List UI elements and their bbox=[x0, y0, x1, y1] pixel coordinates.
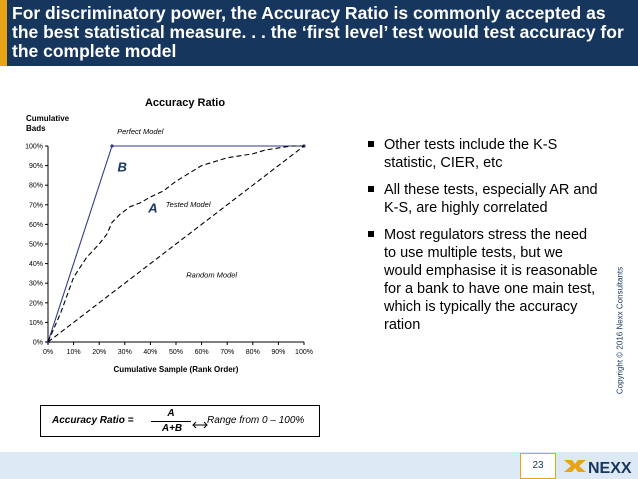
bullet-item: Other tests include the K-S statistic, C… bbox=[368, 136, 598, 172]
formula-label: Accuracy Ratio = bbox=[52, 415, 134, 426]
series-label: Perfect Model bbox=[117, 127, 164, 136]
slide-title: For discriminatory power, the Accuracy R… bbox=[12, 3, 624, 61]
x-axis-label: Cumulative Sample (Rank Order) bbox=[114, 365, 239, 374]
x-tick-label: 50% bbox=[169, 349, 183, 356]
title-accent-stripe bbox=[0, 0, 7, 66]
series-label: Tested Model bbox=[166, 200, 211, 209]
y-tick-label: 10% bbox=[29, 320, 43, 327]
area-label-b: B bbox=[118, 159, 127, 174]
x-tick-label: 40% bbox=[143, 349, 157, 356]
double-arrow-icon bbox=[192, 421, 208, 429]
x-tick-label: 30% bbox=[118, 349, 132, 356]
x-tick-label: 90% bbox=[271, 349, 285, 356]
y-tick-label: 100% bbox=[25, 144, 43, 151]
bullet-item: Most regulators stress the need to use m… bbox=[368, 226, 598, 334]
y-tick-label: 50% bbox=[29, 242, 43, 249]
logo-wordmark: NEXX bbox=[588, 460, 632, 477]
y-tick-label: 90% bbox=[29, 163, 43, 170]
bullet-text: Most regulators stress the need to use m… bbox=[384, 227, 598, 333]
x-tick-label: 0% bbox=[43, 349, 53, 356]
y-axis-label-line: Bads bbox=[26, 124, 46, 133]
bullet-text: All these tests, especially AR and K-S, … bbox=[384, 182, 598, 216]
formula-denominator: A+B bbox=[161, 423, 183, 434]
y-tick-label: 30% bbox=[29, 281, 43, 288]
x-tick-label: 20% bbox=[92, 349, 106, 356]
x-tick-label: 60% bbox=[195, 349, 209, 356]
y-axis-label-line: Cumulative bbox=[26, 114, 70, 123]
formula-range-text: Range from 0 – 100% bbox=[207, 415, 305, 426]
x-tick-label: 70% bbox=[220, 349, 234, 356]
accuracy-ratio-chart: Accuracy Ratio Cumulative Bads Cumulative… bbox=[25, 97, 313, 374]
accuracy-ratio-formula: Accuracy Ratio = A A+B Range from 0 – 10… bbox=[40, 405, 320, 437]
page-number: 23 bbox=[520, 453, 556, 479]
bullet-list: Other tests include the K-S statistic, C… bbox=[368, 136, 598, 343]
data-point bbox=[110, 144, 114, 148]
area-label-a: A bbox=[147, 201, 157, 216]
x-tick-label: 10% bbox=[67, 349, 81, 356]
y-tick-label: 70% bbox=[29, 202, 43, 209]
y-axis-label: Cumulative Bads bbox=[26, 114, 70, 133]
square-bullet-icon bbox=[368, 231, 374, 237]
y-tick-label: 60% bbox=[29, 222, 43, 229]
formula-numerator: A bbox=[167, 408, 175, 419]
square-bullet-icon bbox=[368, 141, 374, 147]
y-tick-label: 20% bbox=[29, 300, 43, 307]
series-line-tested-model bbox=[47, 145, 304, 343]
bullet-item: All these tests, especially AR and K-S, … bbox=[368, 181, 598, 217]
y-tick-label: 0% bbox=[33, 340, 43, 347]
nexx-logo: NEXX bbox=[564, 460, 632, 477]
copyright-text: Copyright © 2016 Nexx Consultants bbox=[615, 266, 625, 395]
series-label: Random Model bbox=[186, 270, 237, 279]
fraction-bar bbox=[151, 421, 191, 422]
series-line-random-model bbox=[47, 145, 305, 343]
y-tick-label: 80% bbox=[29, 183, 43, 190]
y-tick-label: 40% bbox=[29, 261, 43, 268]
x-tick-label: 80% bbox=[246, 349, 260, 356]
title-bar: For discriminatory power, the Accuracy R… bbox=[0, 0, 638, 66]
x-tick-label: 100% bbox=[295, 349, 313, 356]
square-bullet-icon bbox=[368, 186, 374, 192]
bullet-text: Other tests include the K-S statistic, C… bbox=[384, 137, 558, 171]
copyright-notice: Copyright © 2016 Nexx Consultants bbox=[613, 218, 627, 448]
chart-title: Accuracy Ratio bbox=[145, 97, 225, 109]
